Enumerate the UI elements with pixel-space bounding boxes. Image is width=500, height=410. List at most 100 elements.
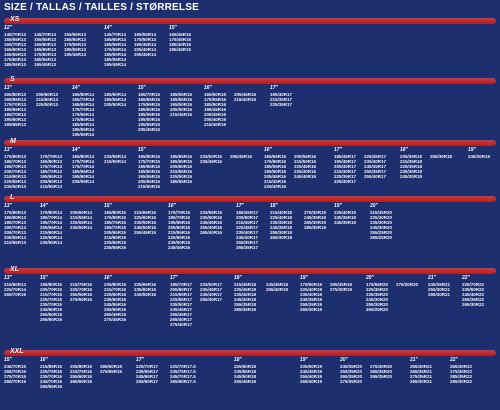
tire-size: 225/50R15 [200, 153, 223, 159]
tire-size: 225/55R14 [70, 219, 93, 225]
tire-size: 205/70R13 [4, 229, 27, 235]
tire-size: 165/80R15 [138, 153, 161, 159]
size-column: 16" 215/85R16 225/75R16 235/70R16 245/70R16 2… [40, 357, 63, 389]
tire-size: 225/40R17 [334, 179, 357, 185]
tire-size: 215/55R14 [70, 214, 93, 220]
tire-size: 285/70R15 [4, 378, 27, 384]
tire-size: 225/50R15 [170, 173, 193, 179]
tire-size: 275/35R21 [410, 373, 433, 379]
tire-size: 245/70R16 [40, 378, 63, 384]
tire-size: 235/60R16 [104, 296, 127, 302]
rim-diameter-label [100, 358, 122, 363]
tire-size: 275/40R20 [370, 363, 393, 369]
tire-size: 165/60R13 [34, 41, 57, 47]
tire-size: 285/35R20 [370, 368, 393, 374]
tire-size: 205/55R14 [72, 179, 95, 185]
tire-size: 255/35R20 [340, 368, 363, 374]
size-column: 17" 195/40R17 215/35R17 225/35R17 [270, 85, 292, 107]
size-column: 16" 165/65R16 175/60R16 185/55R16 195/50R16 2… [264, 147, 286, 189]
tire-size: 185/70R16 [168, 214, 191, 220]
tire-size: 185/70R13 [4, 219, 27, 225]
rim-diameter-label [370, 358, 392, 363]
tire-size: 195/70R13 [4, 224, 27, 230]
section-label: XL [10, 266, 19, 273]
rim-diameter-label: 22" [450, 357, 458, 363]
tire-size: 195/55R14 [72, 132, 95, 138]
rim-diameter-label [104, 86, 126, 91]
rim-diameter-label: 18" [234, 357, 242, 363]
size-column: 225/50R15 235/45R15 [200, 148, 222, 164]
tire-size: 215/40R16 [204, 122, 227, 128]
tire-size: 235/50R19 [300, 363, 323, 369]
tire-size: 175/60R13 [4, 57, 27, 63]
tire-size: 195/65R13 [4, 122, 27, 128]
rim-diameter-label: 12" [4, 25, 12, 31]
tire-size: 205/60R13 [36, 91, 59, 97]
section-header-bar: XS [4, 16, 496, 24]
tire-size: 215/50R14 [104, 158, 127, 164]
tire-size: 215/40R18 [270, 209, 293, 215]
rim-diameter-label [200, 148, 222, 153]
tire-size: 235/30R18 [400, 168, 423, 174]
rim-diameter-label: 15" [104, 203, 112, 209]
tire-size: 255/35R22 [462, 296, 485, 302]
size-column: 225/55R16 235/50R16 245/45R16 255/40R16 265/… [200, 204, 222, 235]
tire-size: 265/60R17.5 [170, 378, 196, 384]
rim-diameter-label: 17" [136, 357, 144, 363]
tire-size: 215/60R14 [40, 229, 63, 235]
tire-size: 175/80R13 [4, 209, 27, 215]
tire-size: 225/65R16 [134, 281, 157, 287]
tire-size: 185/50R16 [204, 101, 227, 107]
tire-size: 165/80R15 [104, 209, 127, 215]
tire-size: 185/60R14 [72, 122, 95, 128]
tire-size: 255/35R18 [234, 301, 257, 307]
tire-size: 165/55R14 [104, 41, 127, 47]
tire-size: 185/55R15 [138, 111, 161, 117]
tire-size: 175/45R15 [169, 36, 192, 42]
rim-diameter-label [364, 148, 386, 153]
tire-size: 295/35R20 [370, 373, 393, 379]
tire-size: 225/45R18 [234, 286, 257, 292]
size-column: 19" 225/40R19 235/35R19 245/35R19 [334, 203, 357, 225]
tire-size: 185/65R15 [138, 163, 161, 169]
rim-diameter-label [230, 148, 252, 153]
tire-size: 175/80R15 [104, 214, 127, 220]
tire-size: 195/65R13 [40, 173, 63, 179]
tire-size: 175/55R20 [366, 281, 389, 287]
rim-diameter-label: 16" [40, 357, 48, 363]
tire-size: 195/70R14 [40, 219, 63, 225]
tire-size: 195/60R15 [138, 168, 161, 174]
tire-size: 185/70R13 [4, 158, 27, 164]
tire-size: 265/25R20 [366, 307, 389, 313]
rim-diameter-label: 20" [370, 203, 378, 209]
tire-size: 195/70R13 [4, 163, 27, 169]
tire-size: 175/70R13 [40, 163, 63, 169]
tire-size: 175/60R13 [34, 51, 57, 57]
tire-size: 225/50R13 [36, 101, 59, 107]
tire-size: 195/45R14 [134, 41, 157, 47]
tire-size: 265/70R15 [4, 291, 27, 297]
tire-size: 245/55R16 [134, 291, 157, 297]
tire-size: 235/75R17.5 [170, 368, 196, 374]
tire-size: 215/85R16 [40, 363, 63, 369]
rim-diameter-label: 18" [400, 147, 408, 153]
tire-size: 235/50R16 [200, 214, 223, 220]
tire-size: 185/65R15 [170, 153, 193, 159]
size-column: 22" 265/40R22 275/40R22 285/35R22 295/30R22 [450, 357, 472, 384]
tire-size: 225/60R15 [104, 240, 127, 246]
size-column: 155/65R13 165/60R13 175/55R13 185/55R13 195/… [64, 26, 86, 57]
tire-size: 165/80R13 [4, 91, 27, 97]
tire-size: 185/60R15 [138, 106, 161, 112]
tire-size: 205/45R16 [234, 91, 257, 97]
rim-diameter-label [170, 358, 196, 363]
size-column: 265/35R19 275/30R19 [330, 276, 352, 292]
rim-diameter-label [304, 204, 326, 209]
size-column: 19" 245/30R19 [468, 147, 490, 159]
tire-size: 205/60R14 [70, 209, 93, 215]
tire-size: 185/45R17 [334, 153, 357, 159]
section-header-bar: S [4, 76, 496, 84]
tire-size: 215/45R18 [234, 281, 257, 287]
tire-size: 255/30R20 [366, 301, 389, 307]
section-header-bar: XL [4, 266, 496, 274]
tire-size: 235/35R19 [334, 214, 357, 220]
